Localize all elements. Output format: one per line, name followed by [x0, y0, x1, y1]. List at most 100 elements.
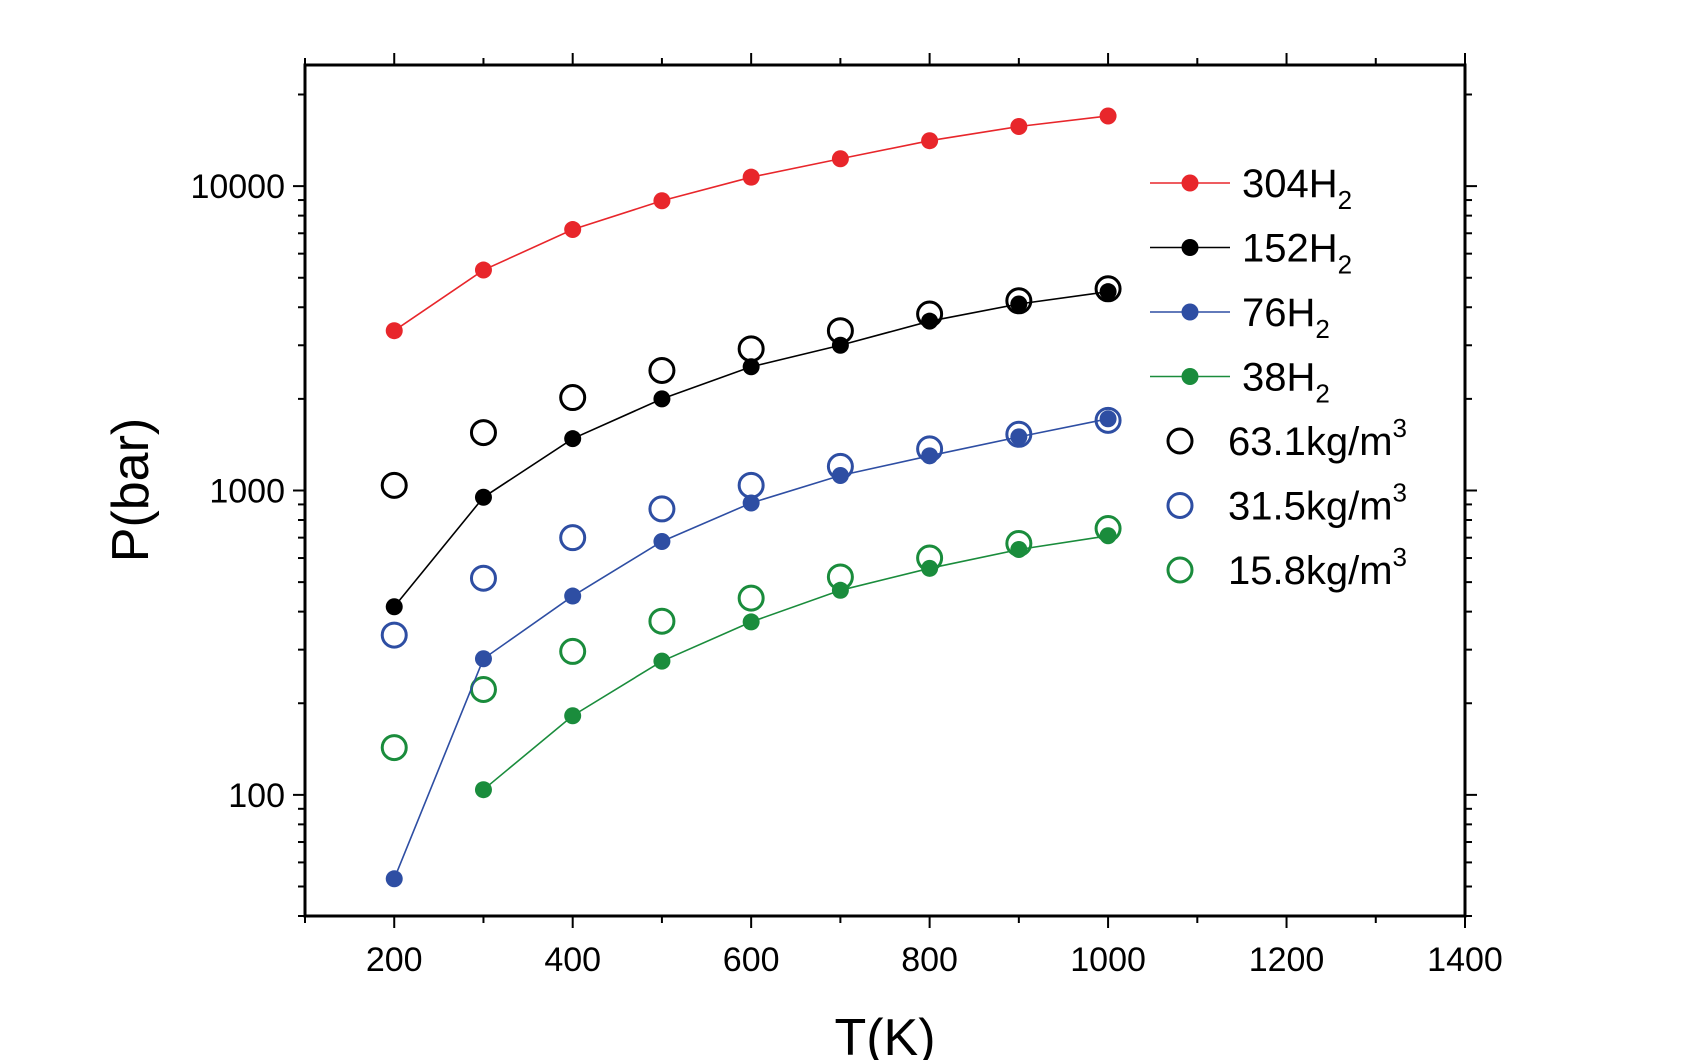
- x-tick-label: 800: [901, 941, 958, 979]
- data-point-open: [648, 356, 676, 384]
- data-point-open: [380, 734, 408, 762]
- x-axis: 200 400 600 800 1000 1200 1400: [304, 53, 1503, 979]
- data-point-filled: [1099, 107, 1117, 125]
- x-tick-label: 1000: [1070, 941, 1146, 979]
- data-point-open: [648, 495, 676, 523]
- data-point-filled: [653, 652, 671, 670]
- legend-label-main: 304H: [1242, 162, 1338, 206]
- legend-label: 304H2: [1242, 162, 1352, 215]
- legend-label-subscript: 2: [1338, 250, 1352, 280]
- legend-item: 38H2: [1150, 356, 1330, 409]
- legend-label-subscript: 2: [1315, 379, 1329, 409]
- x-tick-label: 200: [366, 941, 423, 979]
- data-point-filled: [742, 613, 760, 631]
- series-152H2: [385, 283, 1117, 616]
- data-point-filled: [474, 650, 492, 668]
- data-point-filled: [474, 488, 492, 506]
- data-point-filled: [653, 532, 671, 550]
- data-point-open: [737, 584, 765, 612]
- data-point-open: [737, 471, 765, 499]
- legend-label-main: 15.8kg/m: [1228, 549, 1393, 593]
- data-point-filled: [653, 192, 671, 210]
- legend-label-main: 76H: [1242, 291, 1315, 335]
- series-304H2: [385, 107, 1117, 340]
- data-point-filled: [564, 430, 582, 448]
- data-point-filled: [564, 221, 582, 239]
- data-point-filled: [831, 581, 849, 599]
- data-point-open: [1094, 275, 1122, 303]
- data-point-open: [648, 607, 676, 635]
- legend-marker-filled: [1181, 368, 1199, 385]
- data-point-filled: [1099, 283, 1117, 301]
- legend-item: 152H2: [1150, 227, 1352, 280]
- series-38H2: [474, 527, 1117, 799]
- data-point-filled: [921, 559, 939, 577]
- legend-marker-filled: [1181, 303, 1199, 321]
- data-point-filled: [831, 150, 849, 168]
- data-point-filled: [1099, 527, 1117, 545]
- data-point-filled: [474, 781, 492, 799]
- data-point-filled: [385, 322, 403, 340]
- data-point-filled: [564, 587, 582, 605]
- legend-label-main: 31.5kg/m: [1228, 485, 1393, 529]
- legend: 304H2152H276H238H263.1kg/m331.5kg/m315.8…: [1150, 162, 1407, 593]
- legend-label-main: 152H: [1242, 227, 1338, 271]
- series-line: [482, 534, 1109, 791]
- legend-marker-open: [1166, 492, 1194, 519]
- legend-label-subscript: 2: [1315, 314, 1329, 344]
- legend-item: 304H2: [1150, 162, 1352, 215]
- data-point-open: [1094, 406, 1122, 434]
- legend-label: 38H2: [1242, 356, 1330, 409]
- data-point-open: [469, 419, 497, 447]
- y-tick-label: 100: [228, 777, 285, 815]
- data-point-filled: [1099, 410, 1117, 428]
- data-point-filled: [742, 168, 760, 186]
- data-point-open: [559, 384, 587, 412]
- legend-marker-filled: [1181, 239, 1199, 256]
- series-line: [393, 290, 1109, 608]
- legend-item: 31.5kg/m3: [1166, 478, 1407, 529]
- data-point-open: [1005, 287, 1033, 315]
- x-tick-label: 1200: [1249, 941, 1325, 979]
- legend-label: 15.8kg/m3: [1228, 542, 1407, 593]
- data-point-open: [559, 524, 587, 552]
- y-axis: 100 1000 10000: [190, 93, 1477, 917]
- legend-label: 63.1kg/m3: [1228, 413, 1407, 464]
- y-axis-title: P(bar): [102, 418, 160, 562]
- data-point-filled: [742, 358, 760, 376]
- data-point-open: [469, 564, 497, 592]
- data-point-open: [559, 637, 587, 665]
- y-tick-label: 10000: [190, 168, 285, 206]
- series-63.1kg-m3: [380, 275, 1122, 499]
- legend-label-superscript: 3: [1393, 413, 1407, 443]
- data-point-filled: [831, 336, 849, 354]
- legend-label: 152H2: [1242, 227, 1352, 280]
- data-point-open: [380, 621, 408, 649]
- series-layer: [380, 107, 1122, 888]
- series-line: [393, 418, 1109, 880]
- series-15.8kg-m3: [380, 515, 1122, 762]
- data-point-filled: [831, 467, 849, 485]
- x-tick-label: 600: [723, 941, 780, 979]
- legend-label: 76H2: [1242, 291, 1330, 344]
- legend-label-superscript: 3: [1393, 542, 1407, 572]
- legend-marker-filled: [1181, 174, 1199, 192]
- x-axis-title: T(K): [834, 1009, 935, 1060]
- series-line: [393, 115, 1109, 332]
- legend-label-main: 63.1kg/m: [1228, 420, 1393, 464]
- legend-label-main: 38H: [1242, 356, 1315, 400]
- legend-label: 31.5kg/m3: [1228, 478, 1407, 529]
- x-tick-label: 1400: [1427, 941, 1503, 979]
- data-point-filled: [1010, 428, 1028, 446]
- legend-label-subscript: 2: [1338, 185, 1352, 215]
- data-point-filled: [921, 132, 939, 150]
- data-point-open: [380, 471, 408, 499]
- data-point-filled: [474, 261, 492, 279]
- data-point-filled: [564, 707, 582, 725]
- legend-label-superscript: 3: [1393, 478, 1407, 508]
- legend-item: 76H2: [1150, 291, 1330, 344]
- data-point-filled: [742, 494, 760, 512]
- data-point-filled: [1010, 540, 1028, 558]
- data-point-filled: [1010, 117, 1028, 135]
